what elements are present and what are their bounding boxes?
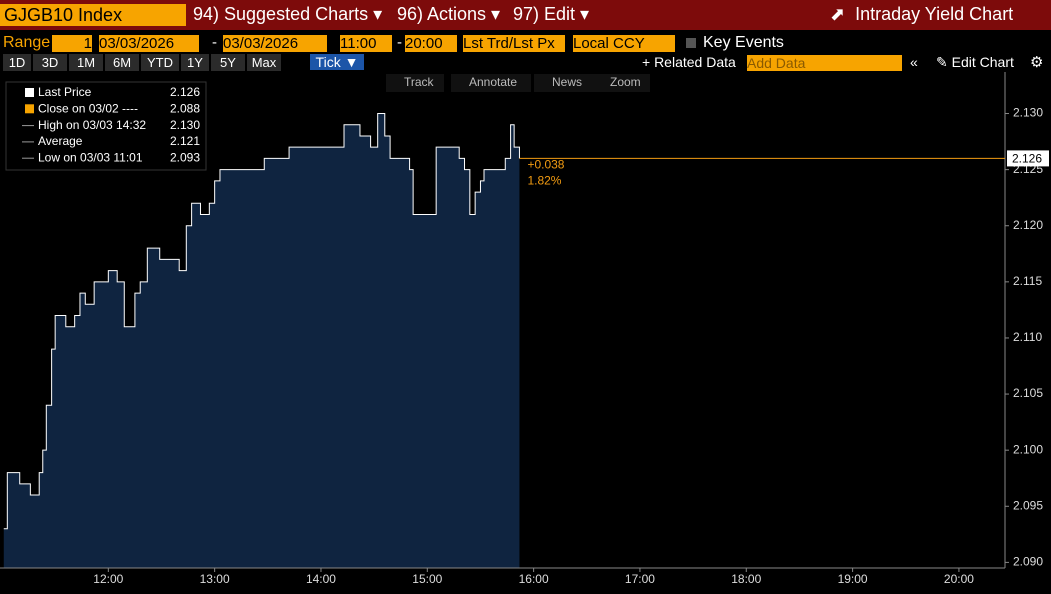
legend-label: High on 03/03 14:32 [38,118,146,132]
period-button[interactable]: 5Y [211,54,245,71]
checkbox[interactable] [686,38,696,48]
chart-title: ⬈ Intraday Yield Chart [830,4,1014,24]
x-tick-label: 18:00 [731,572,761,586]
change-pct-label: 1.82% [527,174,561,188]
title-bar: GJGB10 Index 94) Suggested Charts ▾ 96) … [0,0,1051,30]
edit-chart-text[interactable]: Edit Chart [951,54,1014,70]
x-tick-label: 19:00 [838,572,868,586]
related-data[interactable]: + Related Data [642,54,736,70]
period-button[interactable]: 6M [105,54,139,71]
legend-value: 2.088 [170,101,200,115]
chart-tool-bg [534,74,592,92]
collapse[interactable]: « [910,54,918,70]
key-events[interactable]: Key Events [703,34,784,51]
chart-tool[interactable]: News [552,75,582,89]
chart: 2.0902.0952.1002.1052.1102.1152.1202.125… [0,72,1051,594]
legend-value: 2.130 [170,118,200,132]
period-button[interactable]: Max [247,54,281,71]
menu[interactable]: 94) Suggested Charts ▾ [193,4,383,24]
range-label: Range [3,34,51,51]
end-date[interactable]: 03/03/2026 [223,35,327,52]
legend-label: Close on 03/02 ---- [38,101,138,115]
chart-tool[interactable]: Zoom [610,75,641,89]
legend-label: Average [38,134,83,148]
chart-tool-bg [386,74,444,92]
legend-value: 2.121 [170,134,200,148]
y-tick-label: 2.115 [1013,274,1042,288]
change-label: +0.038 [527,158,564,172]
start-date[interactable]: 03/03/2026 [99,35,199,52]
legend-swatch [25,104,34,114]
y-tick-label: 2.120 [1013,218,1043,232]
menu[interactable]: 97) Edit ▾ [513,4,590,24]
currency[interactable]: Local CCY [573,35,675,52]
period-button[interactable]: 1D [3,54,31,71]
end-time[interactable]: 20:00 [405,35,457,52]
add-data[interactable]: Add Data [747,55,902,71]
range-input[interactable]: 1 [52,35,92,52]
legend-swatch [25,88,34,97]
price-field[interactable]: Lst Trd/Lst Px [463,35,565,52]
chart-tool-bg [451,74,531,92]
edit-chart[interactable]: ✎ Edit Chart [936,54,1014,70]
x-tick-label: 12:00 [93,572,123,586]
start-time[interactable]: 11:00 [340,35,392,52]
area [3,113,520,569]
legend-label: Low on 03/03 11:01 [38,150,143,164]
y-tick-label: 2.090 [1013,555,1043,569]
x-tick-label: 15:00 [412,572,442,586]
x-tick-label: 13:00 [200,572,230,586]
frequency[interactable]: Tick ▼ [310,54,364,70]
y-tick-label: 2.130 [1013,106,1043,120]
legend-label: Last Price [38,85,92,99]
menu[interactable]: 96) Actions ▾ [397,4,501,24]
dash: - [397,34,402,51]
legend-value: 2.126 [170,85,200,99]
chart-tool[interactable]: Track [404,75,435,89]
line [3,113,520,530]
x-tick-label: 16:00 [519,572,549,586]
x-tick-label: 17:00 [625,572,655,586]
last-price-tag [1007,150,1049,167]
period-button[interactable]: 3D [33,54,67,71]
x-tick-label: 20:00 [944,572,974,586]
period-button[interactable]: 1Y [181,54,209,71]
ticker[interactable]: GJGB10 Index [0,4,186,26]
chart-tool[interactable]: Annotate [469,75,517,89]
y-tick-label: 2.110 [1013,330,1042,344]
chart-title-text: Intraday Yield Chart [855,4,1014,24]
y-tick-label: 2.100 [1013,442,1043,456]
last-price-label: 2.126 [1012,152,1042,166]
legend-box [5,81,207,171]
chart-tool-bg [592,74,650,92]
period-button[interactable]: 1M [69,54,103,71]
period-button[interactable]: YTD [141,54,179,71]
dash: - [212,34,217,51]
x-tick-label: 14:00 [306,572,336,586]
settings[interactable]: ⚙ [1030,54,1044,71]
y-tick-label: 2.095 [1013,498,1043,512]
legend-value: 2.093 [170,150,200,164]
y-tick-label: 2.105 [1013,386,1043,400]
